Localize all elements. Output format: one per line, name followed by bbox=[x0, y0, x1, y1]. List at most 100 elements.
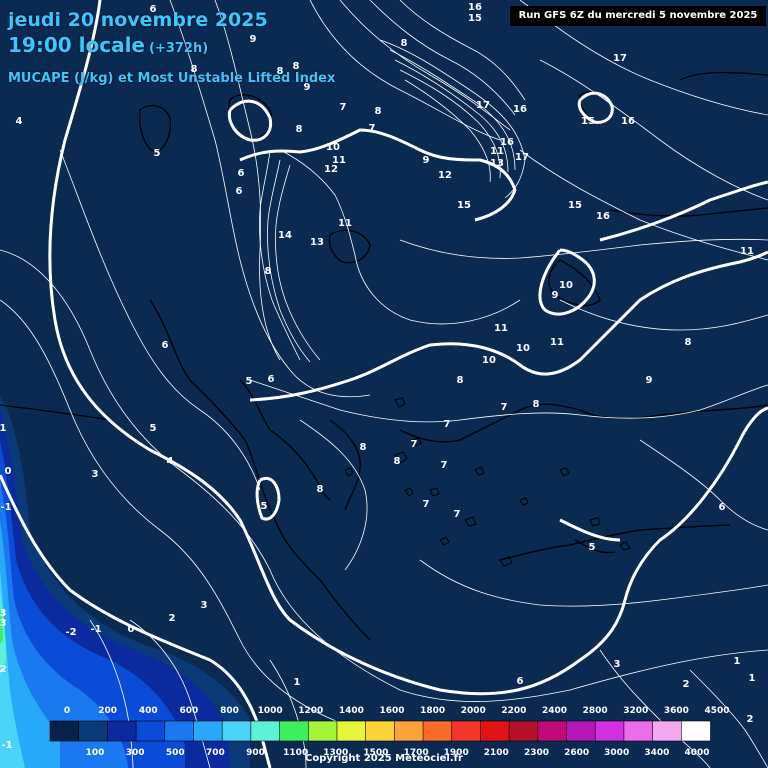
legend-top-label: 200 bbox=[98, 706, 117, 716]
legend-swatch bbox=[652, 720, 683, 742]
legend-swatch bbox=[422, 720, 453, 742]
li-label: 10 bbox=[559, 280, 573, 291]
li-label: 6 bbox=[517, 676, 524, 687]
li-label: 9 bbox=[552, 290, 559, 301]
li-label: 8 bbox=[685, 337, 692, 348]
islands bbox=[344, 397, 631, 567]
legend-top-label: 1200 bbox=[298, 706, 323, 716]
li-label: 8 bbox=[360, 442, 367, 453]
li-label: 11 bbox=[490, 146, 504, 157]
li-label: -1 bbox=[1, 740, 12, 751]
legend-swatch bbox=[508, 720, 539, 742]
li-label: 2 bbox=[0, 664, 7, 675]
forecast-time-label: 19:00 locale bbox=[8, 33, 145, 57]
li-label: -2 bbox=[65, 627, 76, 638]
li-label: 5 bbox=[150, 423, 157, 434]
li-label: 3 bbox=[0, 618, 7, 629]
li-label: 8 bbox=[457, 375, 464, 386]
legend-swatch bbox=[680, 720, 711, 742]
li-label: 6 bbox=[236, 186, 243, 197]
li-label: 9 bbox=[423, 155, 430, 166]
legend-top-label: 1600 bbox=[379, 706, 404, 716]
li-label: 1 bbox=[734, 656, 741, 667]
legend-top-label: 1400 bbox=[339, 706, 364, 716]
li-label: 0 bbox=[5, 466, 12, 477]
legend-bottom-label: 900 bbox=[246, 748, 265, 758]
legend-bottom-label: 2600 bbox=[564, 748, 589, 758]
legend-swatch bbox=[451, 720, 482, 742]
li-label: 8 bbox=[533, 399, 540, 410]
li-label: 10 bbox=[326, 142, 340, 153]
legend-swatch bbox=[480, 720, 510, 742]
legend-swatch bbox=[336, 720, 367, 742]
legend-top-label: 1800 bbox=[420, 706, 445, 716]
li-label: 7 bbox=[423, 499, 430, 510]
li-label: 1 bbox=[294, 677, 301, 688]
legend-swatch bbox=[365, 720, 396, 742]
li-label: 7 bbox=[411, 439, 418, 450]
li-label: 3 bbox=[614, 659, 621, 670]
legend-swatch bbox=[221, 720, 252, 742]
li-label: 5 bbox=[154, 148, 161, 159]
li-label: 15 bbox=[581, 116, 595, 127]
li-label: 11 bbox=[332, 155, 346, 166]
li-label: 8 bbox=[401, 38, 408, 49]
parameter-title: MUCAPE (J/kg) et Most Unstable Lifted In… bbox=[8, 71, 336, 86]
li-label: 7 bbox=[501, 402, 508, 413]
li-label: 11 bbox=[494, 323, 508, 334]
legend-swatch bbox=[164, 720, 195, 742]
li-label: 12 bbox=[438, 170, 452, 181]
li-label: 4 bbox=[167, 456, 174, 467]
li-label: 13 bbox=[310, 237, 324, 248]
li-label: 8 bbox=[394, 456, 401, 467]
li-label: 6 bbox=[162, 340, 169, 351]
li-label: 3 bbox=[92, 469, 99, 480]
li-label: 8 bbox=[191, 64, 198, 75]
li-label: 17 bbox=[613, 53, 627, 64]
legend-top-label: 600 bbox=[180, 706, 199, 716]
legend-bottom-label: 300 bbox=[126, 748, 145, 758]
li-label: 8 bbox=[265, 266, 272, 277]
legend-swatch bbox=[250, 720, 281, 742]
li-label: 3 bbox=[201, 600, 208, 611]
legend-bottom-label: 500 bbox=[166, 748, 185, 758]
li-label: 16 bbox=[596, 211, 610, 222]
lead-time: (+372h) bbox=[149, 41, 209, 56]
forecast-date: jeudi 20 novembre 2025 bbox=[8, 9, 268, 31]
li-label: 5 bbox=[261, 501, 268, 512]
li-label: 8 bbox=[277, 66, 284, 77]
li-label: 9 bbox=[646, 375, 653, 386]
li-label: 7 bbox=[340, 102, 347, 113]
legend-swatch bbox=[394, 720, 424, 742]
legend-top-label: 3600 bbox=[664, 706, 689, 716]
legend-swatch bbox=[135, 720, 166, 742]
legend-bottom-label: 4000 bbox=[684, 748, 709, 758]
legend-swatch bbox=[537, 720, 568, 742]
legend-bottom-label: 700 bbox=[206, 748, 225, 758]
li-label: 8 bbox=[375, 106, 382, 117]
legend-top-label: 0 bbox=[64, 706, 70, 716]
legend-swatch bbox=[49, 720, 80, 742]
li-label: 10 bbox=[482, 355, 496, 366]
li-label: 6 bbox=[719, 502, 726, 513]
li-label: -1 bbox=[0, 502, 11, 513]
li-label: -1 bbox=[90, 624, 101, 635]
li-label: 11 bbox=[550, 337, 564, 348]
legend-top-label: 2000 bbox=[461, 706, 486, 716]
legend-top-label: 2800 bbox=[583, 706, 608, 716]
li-label: 2 bbox=[683, 679, 690, 690]
li-label: 12 bbox=[324, 164, 338, 175]
legend-top-label: 4500 bbox=[704, 706, 729, 716]
legend-bottom-label: 2300 bbox=[524, 748, 549, 758]
li-label: 11 bbox=[740, 246, 754, 257]
legend-bottom-label: 3000 bbox=[604, 748, 629, 758]
legend-swatch bbox=[566, 720, 597, 742]
li-isolines-north bbox=[259, 39, 526, 363]
li-label: 13 bbox=[490, 158, 504, 169]
li-label: 6 bbox=[268, 374, 275, 385]
li-label: 2 bbox=[747, 714, 754, 725]
legend-bottom-label: 1700 bbox=[404, 748, 429, 758]
legend-bottom-label: 100 bbox=[86, 748, 105, 758]
